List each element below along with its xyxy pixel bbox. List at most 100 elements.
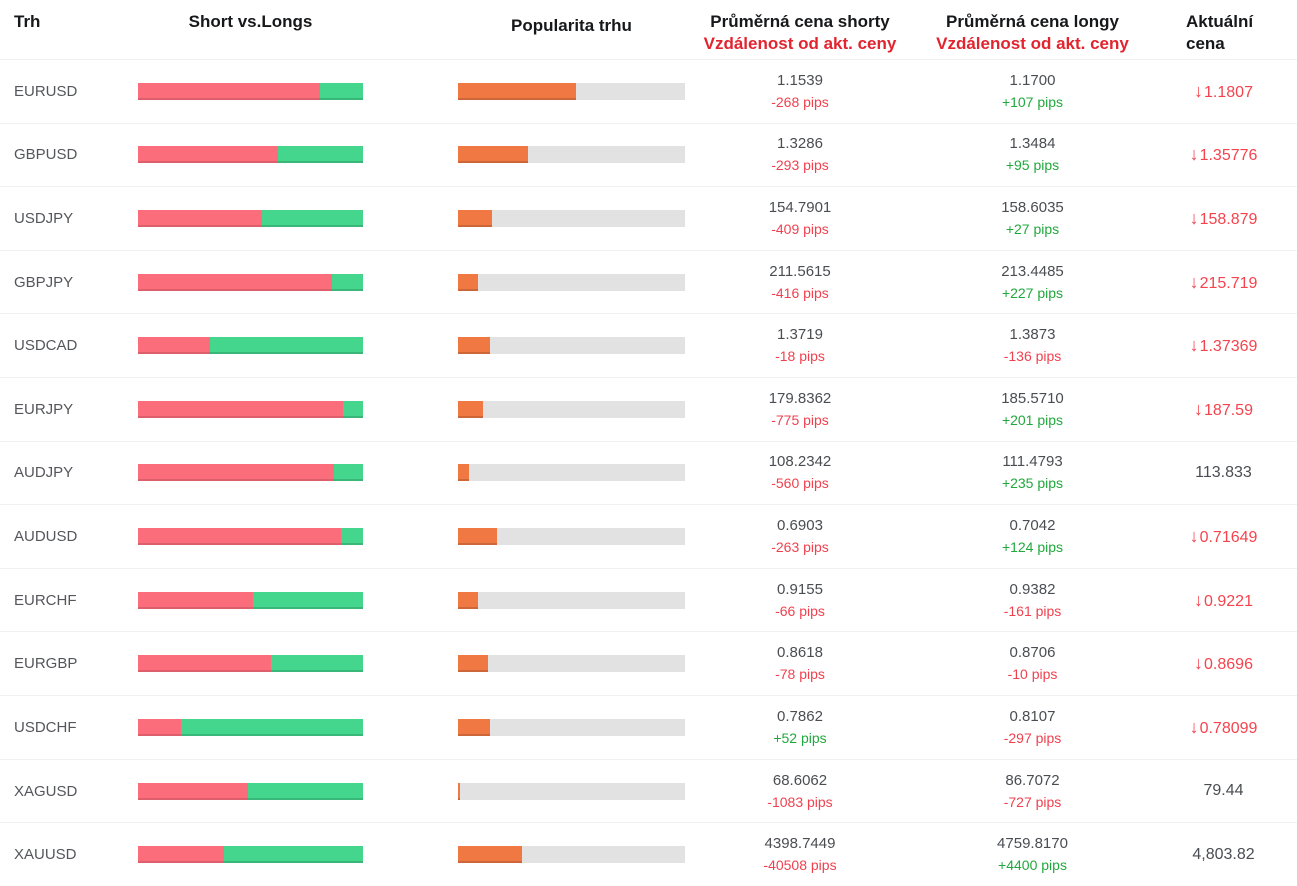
current-price-value: 0.78099	[1199, 719, 1258, 737]
shorts-bar-fill	[138, 528, 341, 546]
header-avg-long-price: Průměrná cena longy Vzdálenost od akt. c…	[915, 0, 1150, 55]
short-price: 1.3286	[777, 135, 823, 153]
market-row[interactable]: GBPUSD 1.3286 -293 pips 1.3484 +95 pips …	[0, 124, 1297, 188]
long-price: 0.8107	[1009, 707, 1056, 725]
current-price: 4,803.82	[1150, 846, 1297, 864]
popularity-bar	[458, 528, 685, 546]
popularity-bar-fill	[458, 273, 479, 291]
market-row[interactable]: USDCAD 1.3719 -18 pips 1.3873 -136 pips …	[0, 314, 1297, 379]
current-price: ↓0.9221	[1150, 590, 1297, 611]
current-price-value: 4,803.82	[1192, 845, 1255, 863]
header-market: Trh	[14, 12, 41, 31]
header-avg-long-price-line1: Průměrná cena longy	[946, 12, 1119, 31]
long-price: 1.1700	[1009, 71, 1056, 89]
shorts-vs-longs-bar	[138, 718, 363, 736]
popularity-bar	[458, 846, 685, 864]
popularity-bar-fill	[458, 782, 461, 800]
market-row[interactable]: AUDJPY 108.2342 -560 pips 111.4793 +235 …	[0, 442, 1297, 506]
shorts-vs-longs-bar	[138, 337, 363, 355]
current-price-value: 158.879	[1199, 211, 1258, 229]
popularity-bar	[458, 146, 685, 164]
arrow-down-icon: ↓	[1189, 335, 1199, 356]
long-pips: +227 pips	[1001, 284, 1064, 301]
avg-short-price-cell: 1.3719 -18 pips	[685, 325, 915, 366]
market-row[interactable]: EURGBP 0.8618 -78 pips 0.8706 -10 pips ↓…	[0, 632, 1297, 697]
current-price-value: 113.833	[1195, 463, 1252, 481]
popularity-bar-fill	[458, 337, 490, 355]
short-price: 0.7862	[777, 707, 823, 725]
short-price: 108.2342	[768, 453, 832, 471]
short-price: 179.8362	[768, 389, 832, 407]
popularity-bar	[458, 82, 685, 100]
arrow-down-icon: ↓	[1189, 716, 1199, 737]
current-price: 113.833	[1150, 464, 1297, 482]
shorts-vs-longs-bar	[138, 464, 363, 482]
shorts-bar-fill	[138, 400, 343, 418]
current-price-value: 0.71649	[1199, 529, 1258, 547]
short-price: 211.5615	[769, 262, 831, 280]
popularity-bar	[458, 400, 685, 418]
shorts-bar-fill	[138, 82, 321, 100]
current-price: ↓0.8696	[1150, 653, 1297, 674]
short-price: 1.1539	[777, 71, 823, 89]
short-pips: -293 pips	[771, 157, 829, 174]
popularity-bar-fill	[458, 464, 470, 482]
popularity-bar-fill	[458, 146, 529, 164]
long-pips: -727 pips	[1003, 793, 1062, 810]
short-pips: -18 pips	[775, 348, 825, 365]
shorts-vs-longs-bar	[138, 591, 363, 609]
short-pips: -409 pips	[771, 221, 829, 238]
short-pips: +52 pips	[773, 729, 827, 746]
shorts-bar-fill	[138, 273, 332, 291]
market-row[interactable]: EURCHF 0.9155 -66 pips 0.9382 -161 pips …	[0, 569, 1297, 633]
avg-long-price-cell: 1.3873 -136 pips	[915, 325, 1150, 366]
market-label: XAUUSD	[14, 846, 77, 864]
market-label: USDCAD	[14, 337, 78, 355]
popularity-bar	[458, 591, 685, 609]
shorts-vs-longs-bar	[138, 400, 363, 418]
market-label: AUDJPY	[14, 464, 74, 482]
current-price-value: 0.9221	[1204, 592, 1253, 610]
header-avg-long-price-line2: Vzdálenost od akt. ceny	[936, 34, 1129, 53]
market-row[interactable]: XAGUSD 68.6062 -1083 pips 86.7072 -727 p…	[0, 760, 1297, 824]
avg-short-price-cell: 0.8618 -78 pips	[685, 643, 915, 684]
market-row[interactable]: AUDUSD 0.6903 -263 pips 0.7042 +124 pips…	[0, 505, 1297, 569]
avg-short-price-cell: 211.5615 -416 pips	[685, 262, 915, 303]
avg-long-price-cell: 1.1700 +107 pips	[915, 71, 1150, 112]
popularity-bar-fill	[458, 718, 490, 736]
popularity-bar-fill	[458, 591, 479, 609]
long-price: 1.3873	[1009, 326, 1056, 344]
market-row[interactable]: USDJPY 154.7901 -409 pips 158.6035 +27 p…	[0, 187, 1297, 251]
avg-short-price-cell: 108.2342 -560 pips	[685, 452, 915, 493]
current-price: ↓158.879	[1150, 208, 1297, 229]
header-short-vs-longs: Short vs.Longs	[188, 12, 313, 31]
long-pips: -161 pips	[1003, 602, 1062, 619]
header-current-price: Aktuální cena	[1150, 0, 1297, 55]
current-price: 79.44	[1150, 782, 1297, 800]
long-pips: +95 pips	[1005, 157, 1060, 174]
market-label: EURUSD	[14, 82, 78, 100]
long-pips: -10 pips	[1007, 666, 1058, 683]
avg-short-price-cell: 0.7862 +52 pips	[685, 707, 915, 748]
market-label: XAGUSD	[14, 782, 78, 800]
current-price: ↓1.35776	[1150, 144, 1297, 165]
header-popularity: Popularita trhu	[511, 16, 632, 35]
shorts-bar-fill	[138, 782, 249, 800]
shorts-bar-fill	[138, 146, 278, 164]
market-row[interactable]: XAUUSD 4398.7449 -40508 pips 4759.8170 +…	[0, 823, 1297, 886]
market-row[interactable]: GBPJPY 211.5615 -416 pips 213.4485 +227 …	[0, 251, 1297, 315]
avg-short-price-cell: 1.3286 -293 pips	[685, 134, 915, 175]
header-avg-short-price: Průměrná cena shorty Vzdálenost od akt. …	[685, 0, 915, 55]
arrow-down-icon: ↓	[1189, 526, 1199, 547]
avg-long-price-cell: 0.8107 -297 pips	[915, 707, 1150, 748]
market-row[interactable]: USDCHF 0.7862 +52 pips 0.8107 -297 pips …	[0, 696, 1297, 760]
market-row[interactable]: EURJPY 179.8362 -775 pips 185.5710 +201 …	[0, 378, 1297, 442]
long-pips: +27 pips	[1005, 221, 1060, 238]
market-row[interactable]: EURUSD 1.1539 -268 pips 1.1700 +107 pips…	[0, 60, 1297, 124]
market-label: USDCHF	[14, 718, 77, 736]
shorts-vs-longs-bar	[138, 146, 363, 164]
popularity-bar-fill	[458, 210, 493, 228]
popularity-bar	[458, 273, 685, 291]
short-price: 68.6062	[772, 771, 828, 789]
popularity-bar-fill	[458, 400, 483, 418]
